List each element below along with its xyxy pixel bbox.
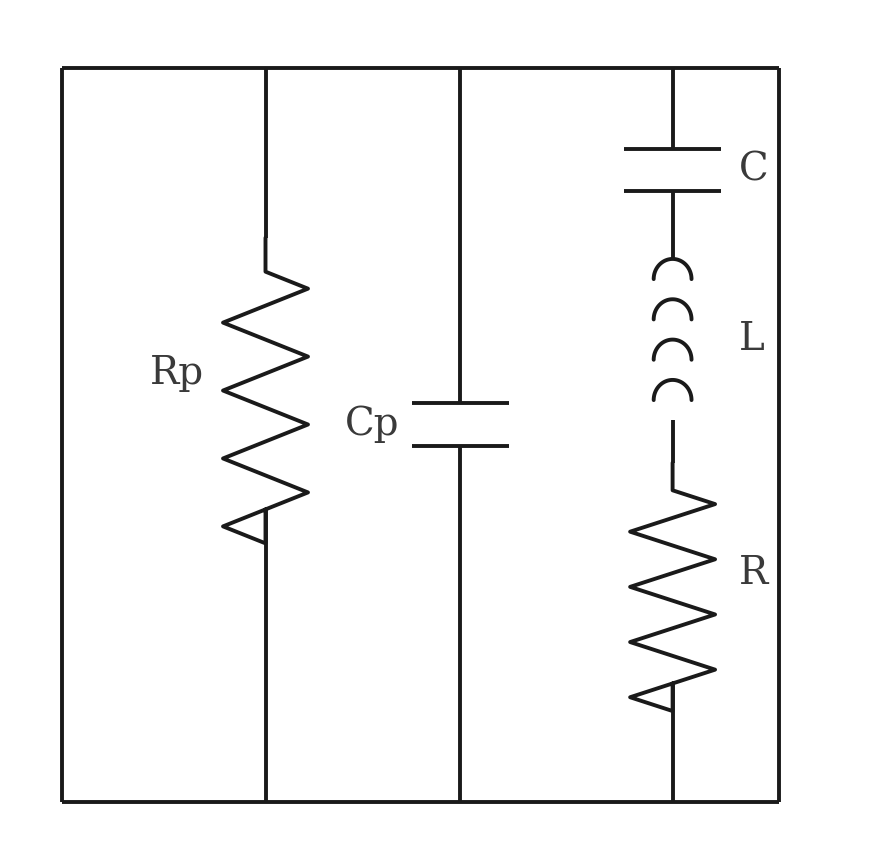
Text: C: C	[739, 151, 768, 188]
Text: R: R	[739, 554, 768, 592]
Text: L: L	[739, 321, 765, 358]
Text: Cp: Cp	[344, 406, 399, 443]
Text: Rp: Rp	[150, 355, 204, 392]
